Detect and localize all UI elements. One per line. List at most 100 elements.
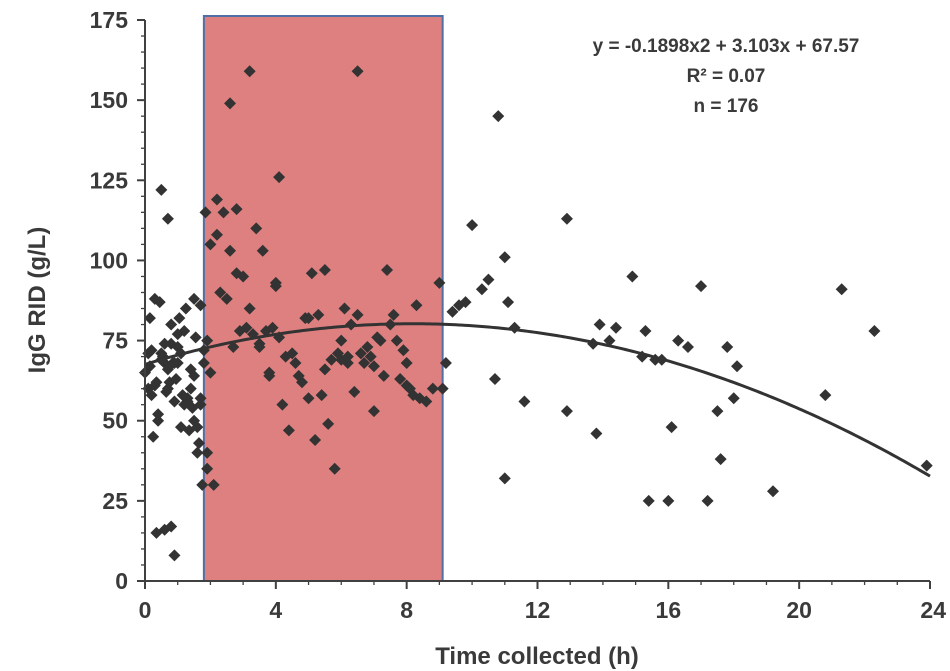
data-point [642, 494, 655, 507]
x-tick-label: 12 [525, 597, 551, 623]
data-point [348, 385, 361, 398]
data-point [256, 244, 269, 257]
data-point [325, 353, 338, 366]
data-point [292, 369, 305, 382]
data-point [214, 286, 227, 299]
data-point [152, 414, 165, 427]
data-point [192, 437, 205, 450]
data-point [168, 395, 181, 408]
data-point [204, 238, 217, 251]
data-point [518, 395, 531, 408]
data-point [695, 280, 708, 293]
x-tick-label: 16 [656, 597, 682, 623]
data-point [152, 408, 165, 421]
data-point [662, 494, 675, 507]
y-tick-label: 150 [90, 87, 128, 113]
data-point [403, 382, 416, 395]
data-point [387, 308, 400, 321]
data-point [328, 462, 341, 475]
data-point [189, 331, 202, 344]
data-point [377, 369, 390, 382]
data-point [338, 302, 351, 315]
data-point [318, 264, 331, 277]
data-point [201, 446, 214, 459]
data-point [920, 459, 933, 472]
data-point [179, 302, 192, 315]
data-point [711, 405, 724, 418]
axes-layer: 0 25 50 75 100 125 150 175 0 4 8 12 16 20 24 [90, 7, 947, 623]
trendline-layer [144, 322, 931, 478]
data-point [186, 401, 199, 414]
data-point [603, 334, 616, 347]
data-point [397, 344, 410, 357]
data-point [498, 472, 511, 485]
data-point [253, 340, 266, 353]
y-tick-label: 100 [90, 247, 128, 273]
data-point [173, 312, 186, 325]
data-point [351, 65, 364, 78]
data-point [639, 324, 652, 337]
data-point [240, 321, 253, 334]
data-point [201, 334, 214, 347]
n-annotation: n = 176 [694, 96, 759, 117]
data-point [191, 446, 204, 459]
data-point [150, 376, 163, 389]
y-tick-label: 125 [90, 167, 129, 193]
data-point [560, 212, 573, 225]
data-point [145, 389, 158, 402]
data-point [289, 357, 302, 370]
data-point [302, 392, 315, 405]
data-point [217, 206, 230, 219]
data-point [361, 340, 374, 353]
data-point [492, 110, 505, 123]
data-point [309, 433, 322, 446]
data-point [358, 357, 371, 370]
data-point [354, 347, 367, 360]
x-tick-label: 20 [786, 597, 812, 623]
data-point [381, 264, 394, 277]
annotation-layer: y = -0.1898x2 + 3.103x + 67.57 R² = 0.07… [593, 36, 860, 117]
y-axis-title: IgG RID (g/L) [24, 227, 51, 374]
y-tick-label: 75 [102, 328, 128, 354]
data-point [237, 270, 250, 283]
y-tick-label: 0 [115, 568, 128, 594]
data-point [502, 296, 515, 309]
x-axis-title: Time collected (h) [435, 643, 639, 670]
data-point [147, 430, 160, 443]
data-point [302, 312, 315, 325]
y-tick-label: 25 [102, 488, 128, 514]
data-point [305, 267, 318, 280]
data-point [243, 65, 256, 78]
data-point [410, 299, 423, 312]
data-point [466, 219, 479, 232]
x-tick-label: 24 [920, 597, 946, 623]
highlight-rectangle [202, 15, 444, 582]
data-point [681, 340, 694, 353]
data-point [201, 462, 214, 475]
data-point [194, 299, 207, 312]
scatter-points-layer [139, 65, 933, 562]
equation-annotation: y = -0.1898x2 + 3.103x + 67.57 [593, 36, 860, 57]
data-point [868, 324, 881, 337]
data-point [286, 347, 299, 360]
data-point [165, 318, 178, 331]
data-point [158, 337, 171, 350]
data-point [436, 382, 449, 395]
data-point [322, 417, 335, 430]
data-point [672, 334, 685, 347]
data-point [153, 296, 166, 309]
data-point [426, 382, 439, 395]
data-point [446, 305, 459, 318]
highlight-region-layer [202, 15, 444, 582]
data-point [488, 373, 501, 386]
data-point [721, 340, 734, 353]
data-point [475, 283, 488, 296]
data-point [767, 485, 779, 498]
data-point [161, 363, 174, 376]
r-squared-annotation: R² = 0.07 [687, 66, 766, 87]
data-point [482, 273, 495, 286]
data-point [188, 292, 201, 305]
x-tick-label: 8 [400, 597, 413, 623]
data-point [714, 453, 727, 466]
